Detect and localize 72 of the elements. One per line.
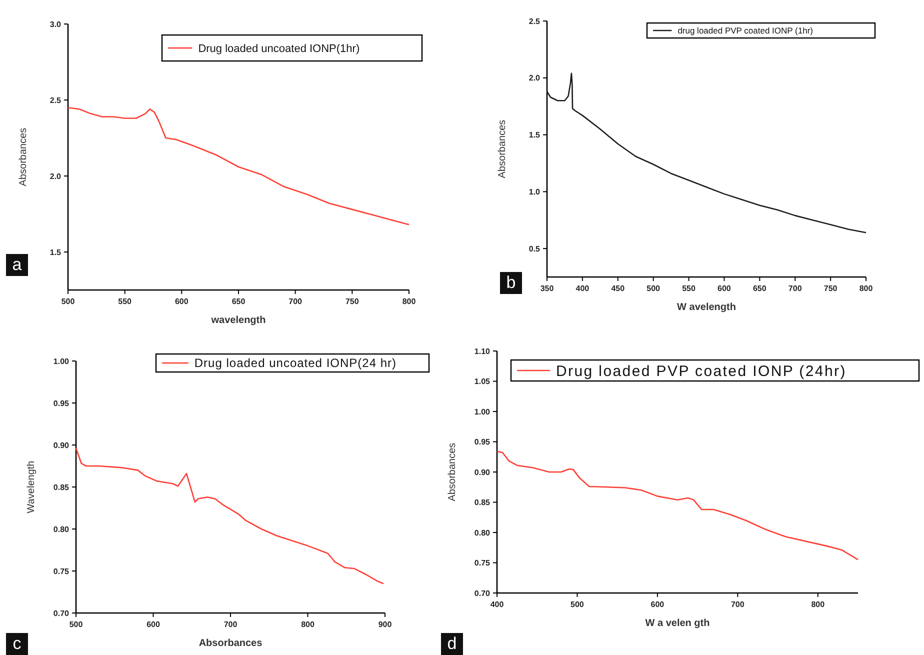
legend-label: Drug loaded uncoated IONP(24 hr) xyxy=(194,356,397,370)
x-tick-label: 600 xyxy=(650,600,665,609)
x-tick-label: 700 xyxy=(788,284,802,293)
y-tick-label: 0.80 xyxy=(474,528,491,538)
text: c xyxy=(12,634,22,653)
legend-label: drug loaded PVP coated IONP (1hr) xyxy=(678,25,814,36)
x-tick-label: 550 xyxy=(682,284,696,293)
y-tick-label: 0.70 xyxy=(53,608,70,618)
x-axis-title: wavelength xyxy=(210,315,266,326)
y-axis-title: Wavelength xyxy=(26,460,37,514)
y-tick-label: 0.95 xyxy=(474,438,491,447)
x-axis-title: W a velen gth xyxy=(645,618,710,629)
y-tick-label: 0.70 xyxy=(474,588,491,598)
legend-label: Drug loaded uncoated IONP(1hr) xyxy=(198,42,360,55)
x-tick-label: 800 xyxy=(859,284,874,293)
x-tick-label: 700 xyxy=(224,620,238,629)
y-tick-label: 2.5 xyxy=(50,96,62,105)
x-tick-label: 550 xyxy=(118,297,132,306)
x-tick-label: 800 xyxy=(811,600,826,609)
y-tick-label: 1.10 xyxy=(474,346,491,356)
x-tick-label: 400 xyxy=(490,600,504,609)
y-tick-label: 1.5 xyxy=(50,248,62,257)
text: a xyxy=(12,255,22,274)
line-series xyxy=(67,106,410,226)
x-tick-label: 600 xyxy=(718,284,732,293)
text: b xyxy=(506,273,516,292)
x-tick-label: 800 xyxy=(402,297,416,306)
x-tick-label: 650 xyxy=(752,284,767,293)
y-tick-label: 0.85 xyxy=(53,482,70,492)
x-tick-label: 700 xyxy=(730,600,745,609)
x-tick-label: 450 xyxy=(611,284,626,293)
x-tick-label: 500 xyxy=(570,600,584,609)
x-tick-label: 400 xyxy=(576,284,590,293)
y-tick-label: 1.0 xyxy=(528,187,541,196)
y-tick-label: 0.75 xyxy=(53,566,70,576)
y-tick-label: 0.90 xyxy=(474,468,491,477)
x-tick-label: 800 xyxy=(301,620,315,629)
y-tick-label: 0.85 xyxy=(474,498,491,508)
y-axis-title: Absorbances xyxy=(497,120,508,178)
y-tick-label: 2.5 xyxy=(528,16,541,26)
line-series xyxy=(496,450,859,560)
x-tick-label: 700 xyxy=(288,297,303,306)
y-tick-label: 0.5 xyxy=(528,244,541,254)
x-tick-label: 750 xyxy=(345,297,360,306)
x-tick-label: 500 xyxy=(646,284,661,293)
y-tick-label: 2.0 xyxy=(50,172,62,181)
line-series xyxy=(546,72,867,234)
x-tick-label: 350 xyxy=(540,284,554,293)
line-series xyxy=(75,448,384,584)
text: d xyxy=(447,634,457,653)
y-tick-label: 0.75 xyxy=(474,558,491,568)
x-tick-label: 500 xyxy=(69,620,84,629)
y-tick-label: 1.00 xyxy=(53,356,70,366)
y-tick-label: 2.0 xyxy=(528,74,541,83)
y-tick-label: 0.90 xyxy=(53,440,70,450)
x-tick-label: 750 xyxy=(824,284,838,293)
x-tick-label: 600 xyxy=(146,620,160,629)
x-axis-title: W avelength xyxy=(677,302,736,313)
y-tick-label: 1.5 xyxy=(528,130,541,140)
legend-label: Drug loaded PVP coated IONP (24hr) xyxy=(556,362,846,380)
x-tick-label: 600 xyxy=(174,297,189,306)
y-tick-label: 1.00 xyxy=(474,407,491,416)
y-tick-label: 0.95 xyxy=(53,398,70,408)
x-tick-label: 650 xyxy=(232,297,246,306)
x-tick-label: 900 xyxy=(378,620,392,629)
y-tick-label: 1.05 xyxy=(474,377,491,386)
x-tick-label: 500 xyxy=(61,297,76,306)
y-tick-label: 0.80 xyxy=(53,524,70,534)
y-axis-title: Absorbances xyxy=(18,128,29,186)
y-axis-title: Absorbances xyxy=(447,442,458,502)
x-axis-title: Absorbances xyxy=(198,638,263,649)
y-tick-label: 3.0 xyxy=(50,20,62,29)
